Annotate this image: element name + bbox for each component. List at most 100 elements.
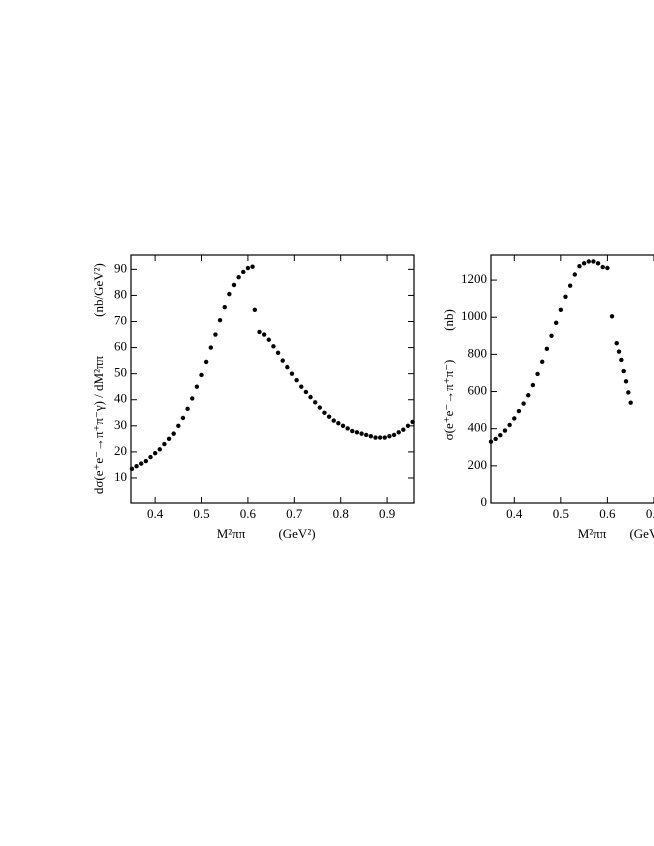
data-point [143,458,149,464]
data-point [139,461,144,466]
data-point [493,436,498,442]
data-point [280,358,285,363]
data-point [308,394,313,400]
data-point [507,422,512,428]
data-point [595,261,601,266]
y-axis-label: σ(e⁺e⁻→π⁺π⁻) [441,360,456,441]
plot-frame [130,254,415,504]
data-point [526,393,531,398]
plot: 0.4 0.5 0.6 0.7 0.8 0.9 10 20 30 40 50 60 70 80 90 dσ(e… [91,254,415,541]
data-point [591,259,596,264]
data-point [410,419,415,425]
data-point [180,415,186,421]
data-point [488,439,494,444]
y-tick-label: 70 [114,312,127,327]
data-point [236,274,241,280]
data-point [396,430,401,435]
data-point [257,329,262,335]
data-point [628,400,633,405]
data-point [609,314,615,319]
data-point [166,436,172,442]
data-point [502,428,508,433]
data-point [275,350,281,355]
y-tick-label: 200 [468,457,488,472]
x-axis-unit: (GeV²) [629,526,654,541]
data-point [521,401,526,406]
data-point [326,414,332,419]
data-point [350,428,355,434]
y-axis-unit: (nb) [441,309,456,331]
data-point [512,416,517,421]
data-point [231,282,237,288]
data-point [331,418,336,423]
data-point [227,291,232,297]
data-point [382,435,387,440]
data-point [553,320,559,326]
data-point [266,337,271,342]
data-point [176,423,181,429]
x-tick-label: 0.5 [193,506,209,521]
plot-frame [490,254,654,504]
x-tick-label: 0.5 [553,506,569,521]
data-point [623,379,629,384]
data-point [241,269,246,275]
data-point [535,371,540,377]
y-axis-unit: (nb/GeV²) [91,263,106,317]
data-point [208,345,213,350]
data-point [581,261,587,266]
data-point [619,357,624,363]
data-point [368,434,374,439]
data-point [203,359,209,365]
data-point [152,450,158,456]
data-point [134,464,139,469]
y-axis-label: dσ(e⁺e⁻→π⁺π⁻γ) / dM²ππ [91,355,106,494]
data-point [250,264,255,269]
data-point [364,432,369,438]
data-point [171,431,176,436]
data-point [194,384,200,389]
data-point [359,431,364,436]
x-tick-label: 0.9 [379,506,395,521]
y-tick-label: 1000 [461,308,487,323]
data-point [540,359,545,365]
data-point [616,349,622,354]
data-point [563,294,568,299]
data-point [405,423,411,429]
data-point [336,421,341,426]
y-tick-label: 400 [468,420,488,435]
data-point [614,341,619,346]
data-point [544,346,550,352]
y-tick-label: 40 [114,391,127,406]
data-point [312,400,318,405]
x-tick-label: 0.4 [506,506,523,521]
y-tick-label: 60 [114,339,127,354]
y-tick-label: 800 [468,345,488,360]
data-point [354,430,360,435]
data-point [303,389,309,395]
data-point [148,454,153,460]
data-point [600,264,605,270]
data-point [213,332,218,337]
data-point [285,364,290,370]
y-tick-label: 50 [114,365,127,380]
data-point [322,410,327,415]
data-point [377,435,383,440]
data-point [190,396,195,401]
data-point [558,307,564,313]
data-point [299,384,304,389]
y-tick-label: 600 [468,383,488,398]
x-tick-label: 0.6 [240,506,257,521]
data-point [605,265,610,271]
data-point [252,307,258,312]
data-point [391,432,397,438]
data-point [199,372,204,378]
data-point [245,265,251,271]
data-point [289,371,295,376]
data-point [567,283,573,288]
x-tick-label: 0.7 [646,506,654,521]
x-axis-label: M²ππ [217,526,246,541]
x-axis-unit: (GeV²) [278,526,315,541]
data-point [586,259,591,264]
data-point [530,382,536,388]
data-point [498,432,503,438]
